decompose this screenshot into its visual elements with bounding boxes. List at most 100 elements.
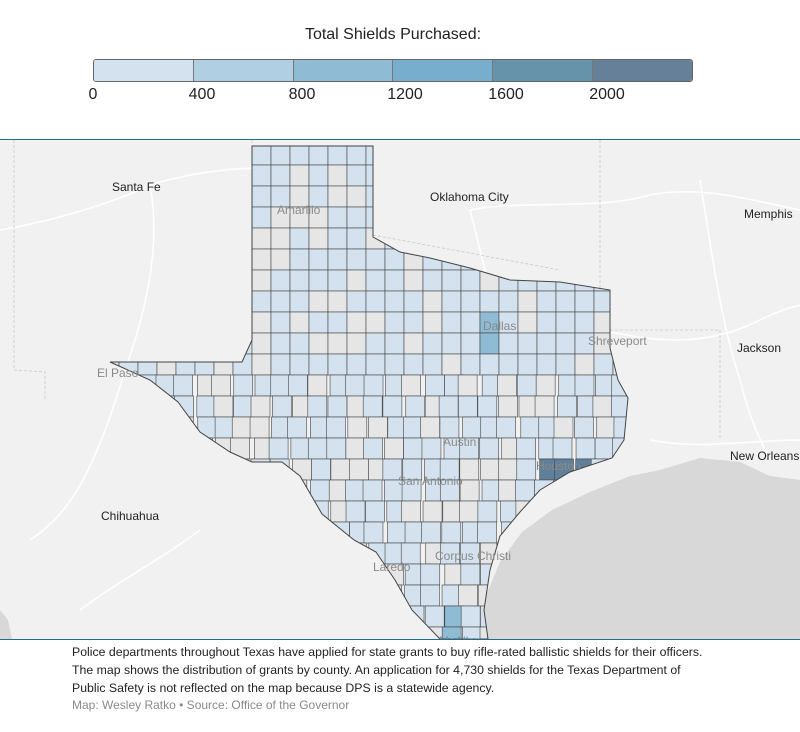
county[interactable]	[289, 269, 310, 292]
county[interactable]	[362, 479, 383, 502]
county[interactable]	[346, 144, 367, 166]
county[interactable]	[384, 311, 405, 334]
county[interactable]	[498, 395, 518, 418]
county[interactable]	[384, 332, 405, 355]
county[interactable]	[327, 164, 348, 187]
county[interactable]	[594, 437, 615, 460]
county[interactable]	[308, 164, 329, 187]
county[interactable]	[384, 269, 405, 292]
county[interactable]	[441, 290, 462, 313]
county[interactable]	[593, 353, 614, 376]
county[interactable]	[325, 416, 346, 439]
county[interactable]	[438, 395, 459, 418]
county[interactable]	[575, 437, 596, 460]
county[interactable]	[457, 374, 478, 397]
county[interactable]	[403, 416, 423, 439]
texas-county-map[interactable]: Santa Fe Oklahoma City Memphis Jackson New O…	[0, 139, 800, 640]
county[interactable]	[365, 353, 386, 376]
county[interactable]	[251, 269, 272, 292]
county[interactable]	[270, 269, 291, 292]
county[interactable]	[251, 248, 272, 271]
county[interactable]	[555, 332, 576, 355]
county[interactable]	[460, 269, 481, 292]
county[interactable]	[498, 458, 518, 481]
county[interactable]	[574, 374, 595, 397]
county[interactable]	[365, 332, 386, 355]
county[interactable]	[327, 144, 348, 166]
county[interactable]	[477, 395, 498, 418]
county[interactable]	[384, 353, 405, 376]
county[interactable]	[517, 290, 538, 313]
county[interactable]	[308, 353, 329, 376]
county[interactable]	[422, 332, 443, 355]
county[interactable]	[496, 416, 516, 439]
county[interactable]	[481, 479, 502, 502]
county[interactable]	[403, 437, 423, 460]
county[interactable]	[365, 311, 386, 334]
county[interactable]	[327, 353, 348, 376]
county[interactable]	[422, 290, 443, 313]
county[interactable]	[251, 144, 272, 166]
county[interactable]	[403, 353, 424, 376]
county[interactable]	[308, 311, 329, 334]
county[interactable]	[270, 227, 291, 250]
county[interactable]	[479, 437, 500, 460]
county[interactable]	[308, 290, 329, 313]
county[interactable]	[441, 626, 462, 639]
county[interactable]	[249, 416, 270, 439]
county[interactable]	[211, 374, 231, 397]
county[interactable]	[401, 500, 421, 523]
county[interactable]	[536, 332, 557, 355]
county[interactable]	[308, 248, 329, 271]
county[interactable]	[213, 395, 234, 418]
county[interactable]	[442, 500, 463, 523]
county[interactable]	[288, 374, 308, 397]
county[interactable]	[311, 458, 331, 481]
county[interactable]	[346, 227, 367, 250]
county[interactable]	[516, 374, 537, 397]
county[interactable]	[308, 227, 329, 250]
county[interactable]	[420, 563, 441, 586]
county[interactable]	[497, 374, 517, 397]
county[interactable]	[289, 353, 310, 376]
county[interactable]	[346, 164, 367, 187]
county[interactable]	[349, 458, 369, 481]
county[interactable]	[308, 144, 329, 166]
county[interactable]	[458, 584, 478, 607]
county[interactable]	[574, 311, 595, 334]
county[interactable]	[289, 248, 310, 271]
county[interactable]	[460, 290, 481, 313]
county[interactable]	[536, 353, 557, 376]
county[interactable]	[346, 311, 367, 334]
county[interactable]	[270, 311, 291, 334]
county[interactable]	[384, 437, 404, 460]
county[interactable]	[480, 458, 500, 481]
county[interactable]	[555, 290, 576, 313]
county[interactable]	[327, 311, 348, 334]
county[interactable]	[345, 437, 366, 460]
county[interactable]	[387, 521, 407, 544]
county[interactable]	[403, 290, 424, 313]
county[interactable]	[425, 374, 445, 397]
county[interactable]	[289, 164, 310, 187]
county[interactable]	[441, 353, 462, 376]
county[interactable]	[420, 416, 440, 439]
county[interactable]	[310, 479, 330, 502]
county[interactable]	[405, 395, 426, 418]
county[interactable]	[382, 395, 403, 418]
county[interactable]	[441, 269, 462, 292]
county[interactable]	[327, 332, 348, 355]
county[interactable]	[307, 437, 328, 460]
county[interactable]	[270, 248, 291, 271]
county[interactable]	[308, 332, 329, 355]
county[interactable]	[460, 332, 481, 355]
county[interactable]	[477, 521, 497, 544]
county[interactable]	[479, 353, 500, 376]
county[interactable]	[552, 437, 573, 460]
county[interactable]	[270, 164, 291, 187]
county[interactable]	[196, 395, 217, 418]
county[interactable]	[327, 206, 348, 229]
county[interactable]	[346, 206, 367, 229]
county[interactable]	[403, 332, 424, 355]
county[interactable]	[271, 395, 292, 418]
